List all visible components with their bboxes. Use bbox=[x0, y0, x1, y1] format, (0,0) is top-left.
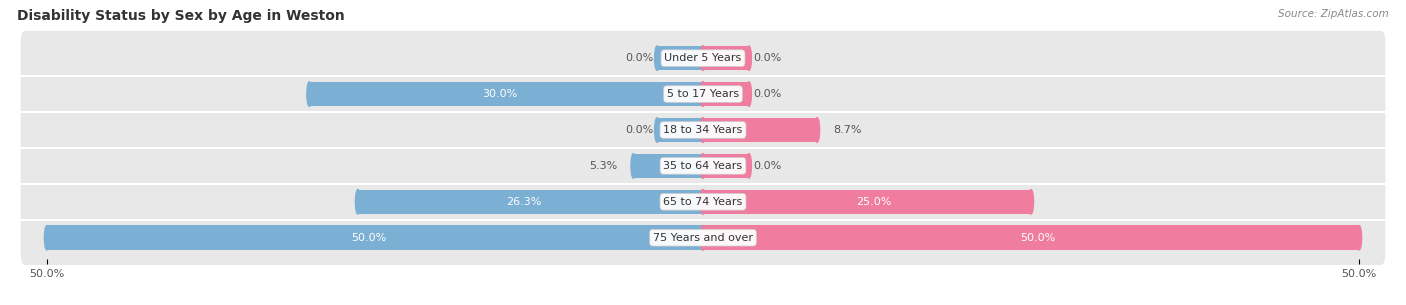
Text: 0.0%: 0.0% bbox=[752, 53, 782, 63]
Bar bbox=[703, 154, 749, 178]
Ellipse shape bbox=[307, 82, 312, 106]
Ellipse shape bbox=[700, 82, 706, 106]
Bar bbox=[703, 190, 1031, 214]
Text: 35 to 64 Years: 35 to 64 Years bbox=[664, 161, 742, 171]
Bar bbox=[703, 118, 817, 142]
Ellipse shape bbox=[747, 154, 751, 178]
Ellipse shape bbox=[700, 118, 706, 142]
FancyBboxPatch shape bbox=[21, 31, 1385, 85]
Text: 0.0%: 0.0% bbox=[624, 125, 654, 135]
Text: 8.7%: 8.7% bbox=[832, 125, 862, 135]
FancyBboxPatch shape bbox=[21, 67, 1385, 121]
Text: 0.0%: 0.0% bbox=[752, 161, 782, 171]
Ellipse shape bbox=[700, 190, 706, 214]
Ellipse shape bbox=[700, 154, 706, 178]
Ellipse shape bbox=[1029, 190, 1033, 214]
Bar bbox=[46, 225, 703, 250]
Bar bbox=[309, 82, 703, 106]
FancyBboxPatch shape bbox=[21, 210, 1385, 265]
Ellipse shape bbox=[747, 46, 751, 70]
Text: 65 to 74 Years: 65 to 74 Years bbox=[664, 197, 742, 207]
Text: 26.3%: 26.3% bbox=[506, 197, 541, 207]
Ellipse shape bbox=[814, 118, 820, 142]
Ellipse shape bbox=[700, 82, 706, 106]
Text: 0.0%: 0.0% bbox=[624, 53, 654, 63]
Bar bbox=[703, 46, 749, 70]
Text: Disability Status by Sex by Age in Weston: Disability Status by Sex by Age in Westo… bbox=[17, 9, 344, 23]
Bar bbox=[657, 46, 703, 70]
FancyBboxPatch shape bbox=[21, 103, 1385, 157]
Bar bbox=[359, 190, 703, 214]
Ellipse shape bbox=[1357, 225, 1361, 250]
FancyBboxPatch shape bbox=[21, 174, 1385, 229]
Text: 30.0%: 30.0% bbox=[482, 89, 517, 99]
Text: Under 5 Years: Under 5 Years bbox=[665, 53, 741, 63]
Ellipse shape bbox=[700, 46, 706, 70]
Text: 75 Years and over: 75 Years and over bbox=[652, 233, 754, 243]
Ellipse shape bbox=[356, 190, 360, 214]
Ellipse shape bbox=[655, 118, 659, 142]
Ellipse shape bbox=[700, 154, 706, 178]
Ellipse shape bbox=[655, 46, 659, 70]
Text: 5.3%: 5.3% bbox=[589, 161, 617, 171]
Text: 5 to 17 Years: 5 to 17 Years bbox=[666, 89, 740, 99]
Text: 0.0%: 0.0% bbox=[752, 89, 782, 99]
Text: 50.0%: 50.0% bbox=[350, 233, 387, 243]
Text: 50.0%: 50.0% bbox=[1019, 233, 1056, 243]
Ellipse shape bbox=[700, 190, 706, 214]
Ellipse shape bbox=[45, 225, 49, 250]
Ellipse shape bbox=[631, 154, 636, 178]
Bar bbox=[634, 154, 703, 178]
Ellipse shape bbox=[700, 118, 706, 142]
Text: Source: ZipAtlas.com: Source: ZipAtlas.com bbox=[1278, 9, 1389, 19]
Ellipse shape bbox=[700, 46, 706, 70]
Bar bbox=[703, 82, 749, 106]
Ellipse shape bbox=[700, 225, 706, 250]
Bar bbox=[703, 225, 1360, 250]
Ellipse shape bbox=[747, 82, 751, 106]
Text: 25.0%: 25.0% bbox=[856, 197, 891, 207]
Ellipse shape bbox=[700, 225, 706, 250]
FancyBboxPatch shape bbox=[21, 138, 1385, 193]
Bar bbox=[657, 118, 703, 142]
Text: 18 to 34 Years: 18 to 34 Years bbox=[664, 125, 742, 135]
